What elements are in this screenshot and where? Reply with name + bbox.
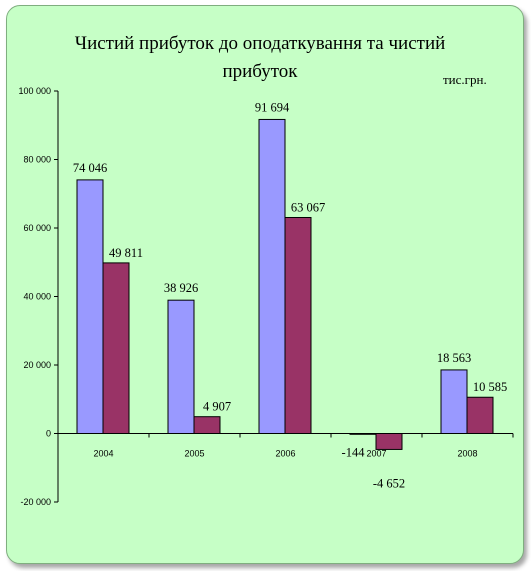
x-tick-label: 2004 — [93, 449, 113, 459]
data-label: -4 652 — [373, 476, 405, 490]
data-label: 38 926 — [164, 281, 198, 295]
data-label: 18 563 — [437, 351, 471, 365]
data-label: 4 907 — [203, 400, 231, 414]
x-tick-label: 2007 — [366, 449, 386, 459]
bar — [76, 179, 104, 434]
bar — [466, 396, 494, 434]
chart-title: Чистий прибуток до оподаткування та чист… — [74, 33, 446, 82]
bar — [349, 433, 377, 435]
data-label: -144 — [342, 446, 366, 460]
data-label: 10 585 — [473, 380, 507, 394]
bar — [284, 216, 312, 434]
bar — [375, 433, 403, 450]
x-tick-label: 2008 — [457, 449, 477, 459]
data-label: 91 694 — [255, 100, 290, 114]
x-tick-label: 2006 — [275, 449, 295, 459]
bar — [440, 369, 468, 434]
bar — [167, 299, 195, 434]
unit-label: тис.грн. — [443, 72, 487, 87]
data-label: 63 067 — [291, 200, 325, 214]
bar — [193, 416, 221, 434]
bar — [258, 118, 286, 434]
data-label: 74 046 — [73, 161, 107, 175]
data-label: 49 811 — [109, 246, 143, 260]
y-tick-label: 60 000 — [23, 223, 51, 233]
y-tick-label: 0 — [46, 429, 51, 439]
bar — [102, 262, 130, 435]
x-tick-label: 2005 — [184, 449, 204, 459]
y-tick-label: 80 000 — [23, 155, 51, 165]
y-tick-label: 40 000 — [23, 292, 51, 302]
y-tick-label: 20 000 — [23, 360, 51, 370]
y-tick-label: -20 000 — [20, 497, 51, 507]
y-tick-label: 100 000 — [18, 86, 51, 96]
